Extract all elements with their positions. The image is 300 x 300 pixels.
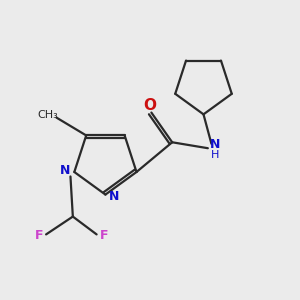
Text: CH₃: CH₃	[38, 110, 58, 120]
Text: N: N	[210, 138, 220, 151]
Text: F: F	[34, 230, 43, 242]
Text: N: N	[109, 190, 119, 203]
Text: H: H	[211, 150, 220, 160]
Text: N: N	[60, 164, 70, 177]
Text: O: O	[143, 98, 156, 112]
Text: F: F	[100, 230, 108, 242]
